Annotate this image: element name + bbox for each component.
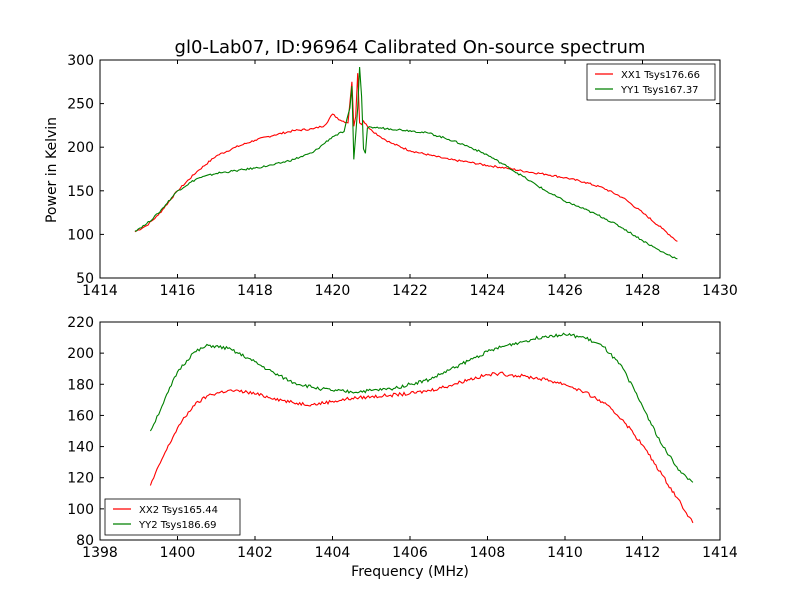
x-tick-label: 1430 — [702, 283, 738, 299]
y-tick-label: 140 — [67, 440, 94, 456]
x-tick-label: 1400 — [160, 545, 196, 561]
x-tick-label: 1424 — [470, 283, 506, 299]
x-tick-label: 1418 — [237, 283, 273, 299]
y-tick-label: 150 — [67, 184, 94, 200]
x-tick-label: 1408 — [470, 545, 506, 561]
x-tick-label: 1398 — [82, 545, 118, 561]
y-tick-label: 250 — [67, 97, 94, 113]
legend-label: YY2 Tsys186.69 — [138, 520, 217, 531]
x-tick-label: 1412 — [625, 545, 661, 561]
legend-box — [586, 63, 716, 101]
x-tick-label: 1404 — [315, 545, 351, 561]
x-tick-label: 1426 — [547, 283, 583, 299]
y-tick-label: 200 — [67, 346, 94, 362]
series-line-1 — [149, 371, 694, 524]
x-tick-label: 1416 — [160, 283, 196, 299]
x-tick-label: 1422 — [392, 283, 428, 299]
y-tick-label: 80 — [76, 533, 94, 549]
x-tick-label: 1414 — [82, 283, 118, 299]
legend: XX2 Tsys165.44 YY2 Tsys186.69 — [104, 498, 241, 536]
y-tick-label: 220 — [67, 315, 94, 331]
legend: XX1 Tsys176.66 YY1 Tsys167.37 — [586, 63, 716, 101]
x-tick-label: 1428 — [625, 283, 661, 299]
legend-label: XX1 Tsys176.66 — [621, 70, 700, 81]
x-axis-label: Frequency (MHz) — [351, 564, 469, 580]
series-line-2 — [134, 66, 678, 260]
chart-title: gl0-Lab07, ID:96964 Calibrated On-source… — [175, 37, 646, 58]
x-tick-label: 1402 — [237, 545, 273, 561]
y-tick-label: 100 — [67, 227, 94, 243]
legend-label: XX2 Tsys165.44 — [139, 505, 218, 516]
x-tick-label: 1406 — [392, 545, 428, 561]
legend-box — [104, 498, 241, 536]
y-tick-label: 50 — [76, 271, 94, 287]
series-line-2 — [149, 332, 694, 483]
y-tick-label: 300 — [67, 53, 94, 69]
y-tick-label: 120 — [67, 471, 94, 487]
y-tick-label: 200 — [67, 140, 94, 156]
panel-2: 1398 1400 1402 1404 1406 1408 1410 1412 1414 80 10… — [67, 315, 738, 561]
panel-1: 1414 1416 1418 1420 1422 1424 1426 1428 1430 50 10… — [67, 53, 738, 299]
y-tick-label: 100 — [67, 502, 94, 518]
y-axis-label: Power in Kelvin — [44, 117, 60, 223]
x-tick-label: 1410 — [547, 545, 583, 561]
x-tick-label: 1414 — [702, 545, 738, 561]
legend-label: YY1 Tsys167.37 — [620, 85, 699, 96]
series-line-1 — [134, 73, 678, 242]
y-tick-label: 160 — [67, 408, 94, 424]
y-tick-label: 180 — [67, 377, 94, 393]
x-tick-label: 1420 — [315, 283, 351, 299]
